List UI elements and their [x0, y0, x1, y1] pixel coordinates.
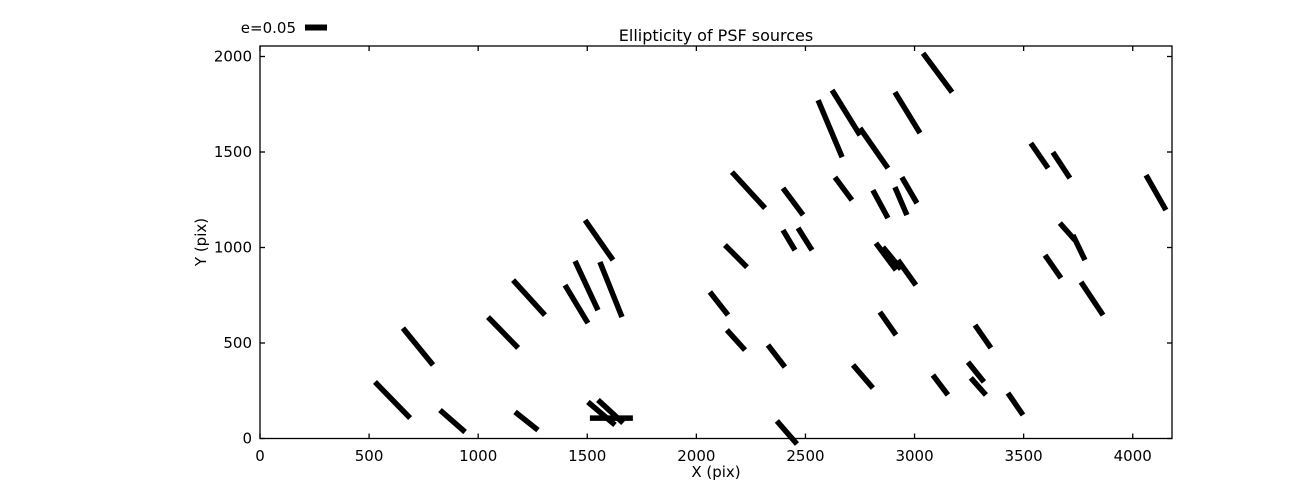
psf-whisker: [857, 126, 891, 170]
psf-whisker: [965, 360, 987, 384]
psf-whisker: [373, 380, 413, 420]
psf-whisker: [511, 278, 547, 317]
x-tick-label: 1500: [568, 447, 606, 465]
psf-whisker: [815, 99, 845, 159]
psf-whisker: [795, 226, 815, 252]
psf-whisker: [597, 260, 625, 319]
psf-whisker: [1078, 280, 1106, 317]
y-tick-label: 0: [242, 430, 252, 448]
psf-whisker: [513, 409, 540, 433]
x-tick-label: 4000: [1114, 447, 1152, 465]
plot-title: Ellipticity of PSF sources: [619, 26, 813, 45]
psf-whisker: [1005, 391, 1026, 417]
psf-whisker: [729, 170, 768, 211]
psf-whisker: [722, 243, 749, 270]
x-axis-label: X (pix): [691, 463, 740, 481]
psf-whisker: [930, 373, 951, 397]
psf-whisker: [892, 186, 910, 217]
psf-whisker: [829, 88, 863, 137]
psf-whisker: [780, 228, 798, 252]
x-tick-label: 2500: [786, 447, 824, 465]
psf-whisker: [707, 290, 731, 317]
psf-whisker: [596, 397, 625, 426]
psf-whisker: [438, 407, 467, 435]
y-tick-label: 1000: [214, 239, 252, 257]
legend-label: e=0.05: [241, 19, 296, 37]
y-tick-label: 500: [223, 334, 252, 352]
y-axis-label: Y (pix): [192, 218, 210, 267]
psf-whisker: [899, 175, 920, 205]
psf-whisker: [877, 310, 899, 337]
psf-whisker: [582, 218, 616, 262]
x-tick-label: 3500: [1005, 447, 1043, 465]
x-tick-label: 0: [255, 447, 265, 465]
psf-whiskers: [373, 51, 1169, 446]
psf-whisker: [724, 328, 748, 352]
psf-whisker: [873, 241, 899, 272]
psf-whisker: [920, 51, 955, 94]
psf-whisker: [1050, 150, 1073, 180]
psf-whisker: [850, 363, 875, 390]
psf-whisker: [1143, 173, 1169, 212]
psf-whisker: [572, 259, 601, 312]
psf-whisker: [870, 188, 891, 220]
psf-whisker: [1028, 141, 1051, 170]
psf-whisker: [765, 343, 788, 369]
psf-whisker: [562, 283, 591, 325]
psf-whisker: [780, 186, 806, 217]
psf-whisker: [892, 90, 923, 135]
axis-ticks: [259, 46, 1172, 440]
psf-whisker: [486, 315, 521, 350]
psf-whisker: [586, 399, 617, 428]
y-tick-label: 2000: [214, 48, 252, 66]
x-tick-label: 3000: [895, 447, 933, 465]
axis-tick-labels: 0 500 1000 1500 2000 2500 3000 3500 4000 0 500 1000…: [214, 48, 1152, 465]
psf-whisker: [880, 245, 904, 271]
y-tick-label: 1500: [214, 143, 252, 161]
psf-whisker: [400, 326, 436, 367]
psf-whisker: [968, 376, 988, 397]
psf-whisker: [1070, 233, 1088, 262]
plot-frame: [259, 45, 1173, 440]
psf-whisker: [832, 175, 855, 202]
psf-whisker: [895, 258, 919, 287]
psf-whisker: [1042, 253, 1064, 280]
psf-whisker: [972, 323, 994, 350]
psf-whisker: [774, 419, 800, 446]
x-tick-label: 2000: [677, 447, 715, 465]
x-tick-label: 500: [355, 447, 384, 465]
x-tick-label: 1000: [459, 447, 497, 465]
